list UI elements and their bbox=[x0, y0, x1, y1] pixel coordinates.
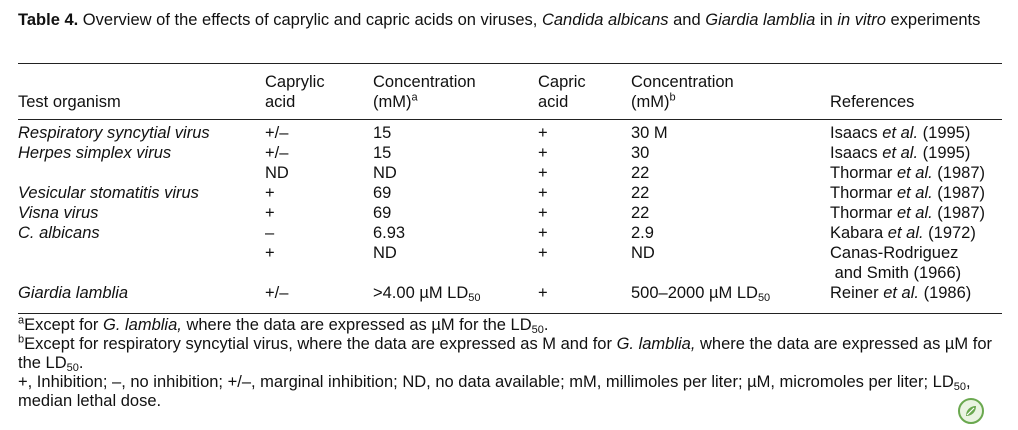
table-label: Table 4. bbox=[18, 11, 79, 29]
header-concentration-1: Concentration (mM)a bbox=[373, 73, 476, 111]
table-row: C. albicans – 6.93 + 2.9 Kabara et al. (… bbox=[18, 224, 976, 242]
header-concentration-2: Concentration (mM)b bbox=[631, 73, 734, 111]
table-body: Respiratory syncytial virus +/– 15 + 30 … bbox=[18, 123, 1002, 304]
table-document: Table 4. Overview of the effects of capr… bbox=[18, 10, 1002, 410]
footnote-legend: +, Inhibition; –, no inhibition; +/–, ma… bbox=[18, 373, 971, 410]
table-header: Test organism Caprylic acid Concentration… bbox=[18, 72, 1002, 112]
header-caprylic: Caprylic acid bbox=[265, 73, 325, 111]
footnote-b: bExcept for respiratory syncytial virus,… bbox=[18, 333, 992, 374]
bottom-rule bbox=[18, 313, 1002, 314]
header-rule bbox=[18, 119, 1002, 120]
publisher-logo-icon bbox=[958, 398, 984, 424]
header-references: References bbox=[830, 93, 915, 111]
footnote-a: aExcept for G. lamblia, where the data a… bbox=[18, 314, 549, 336]
table-row: + ND + ND Canas-Rodriguez and Smith (196… bbox=[265, 244, 962, 282]
table-row: Giardia lamblia +/– >4.00 µM LD50 + 500–… bbox=[18, 284, 972, 304]
table-row: Respiratory syncytial virus +/– 15 + 30 … bbox=[18, 124, 971, 142]
table-row: ND ND + 22 Thormar et al. (1987) bbox=[265, 164, 985, 182]
table-row: Visna virus + 69 + 22 Thormar et al. (19… bbox=[18, 204, 985, 222]
header-test-organism: Test organism bbox=[18, 93, 121, 111]
table-row: Herpes simplex virus +/– 15 + 30 Isaacs … bbox=[18, 144, 971, 162]
table-row: Vesicular stomatitis virus + 69 + 22 Tho… bbox=[18, 184, 985, 202]
top-rule bbox=[18, 63, 1002, 64]
table-footnotes: aExcept for G. lamblia, where the data a… bbox=[18, 314, 1002, 411]
table-caption: Table 4. Overview of the effects of capr… bbox=[18, 11, 981, 29]
header-capric: Capric acid bbox=[538, 73, 586, 111]
